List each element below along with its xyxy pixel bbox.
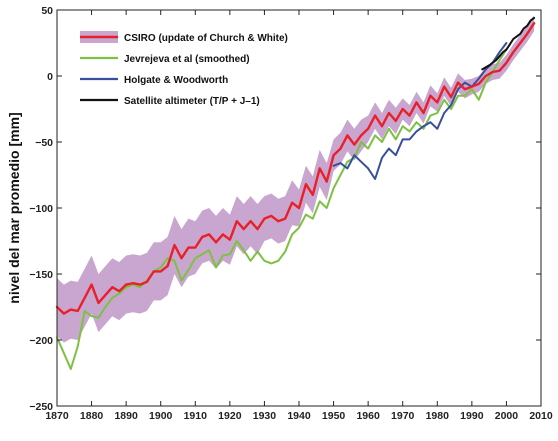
csiro-uncertainty-band [57,15,535,343]
series-line-2 [332,42,508,180]
x-tick-label: 1970 [391,410,415,422]
x-tick-label: 1910 [184,410,208,422]
series-line-1 [56,48,508,370]
legend-label-2: Holgate & Woodworth [124,75,228,86]
x-tick-label: 1920 [218,410,242,422]
x-tick-label: 1870 [45,410,69,422]
series-line-3 [481,16,536,71]
x-tick-label: 2000 [495,410,519,422]
x-tick-label: 1900 [149,410,173,422]
legend-label-1: Jevrejeva et al (smoothed) [124,54,250,65]
x-tick-label: 1880 [80,410,104,422]
x-tick-label: 1960 [356,410,380,422]
y-axis: −250 −200 −150 −100 −50 0 50 [29,5,541,413]
series-layer [55,16,536,370]
x-tick-label: 1980 [426,410,450,422]
legend: CSIRO (update of Church & White) Jevrejev… [80,31,288,107]
x-tick-label: 1950 [322,410,346,422]
y-tick-label: −200 [29,335,53,347]
x-tick-label: 1890 [114,410,138,422]
y-tick-label: −250 [29,401,53,413]
x-tick-label: 1930 [253,410,277,422]
x-axis: 1870 1880 1890 1900 1910 1920 1930 1940 1950 1960… [45,10,553,422]
y-tick-label: −50 [35,137,53,149]
uncertainty-band-layer [57,15,535,343]
y-tick-label: 0 [47,71,53,83]
y-tick-label: −150 [29,269,53,281]
legend-label-3: Satellite altimeter (T/P + J–1) [124,96,260,107]
y-tick-label: 50 [41,5,53,17]
y-axis-label: nivel del mar promedio [mm] [6,112,22,303]
series-line-0 [55,22,536,315]
x-tick-label: 1940 [287,410,311,422]
y-tick-label: −100 [29,203,53,215]
x-tick-label: 2010 [529,410,553,422]
x-tick-label: 1990 [460,410,484,422]
legend-label-0: CSIRO (update of Church & White) [124,33,288,44]
